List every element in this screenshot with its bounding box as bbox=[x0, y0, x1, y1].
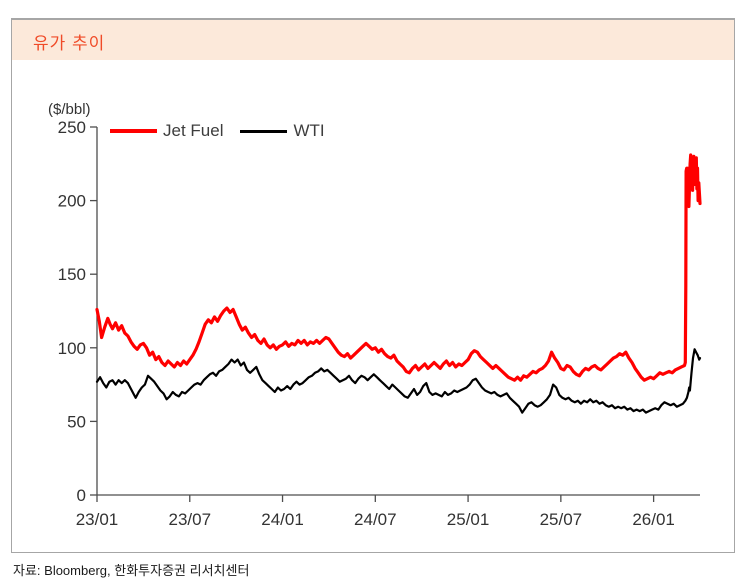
y-tick-label: 150 bbox=[58, 265, 86, 284]
legend-label-jet-fuel: Jet Fuel bbox=[163, 121, 224, 140]
y-tick-label: 100 bbox=[58, 339, 86, 358]
legend-item-wti: WTI bbox=[240, 121, 325, 141]
y-tick-label: 250 bbox=[58, 118, 86, 137]
legend-label-wti: WTI bbox=[293, 121, 325, 140]
wti-line-swatch-icon bbox=[240, 129, 288, 133]
jet-fuel-line-swatch-icon bbox=[110, 129, 157, 133]
x-tick-label: 24/07 bbox=[354, 510, 397, 529]
wti-line bbox=[95, 348, 702, 414]
chart-title-bar: 유가 추이 bbox=[12, 20, 734, 60]
y-tick-label: 50 bbox=[67, 412, 86, 431]
x-tick-label: 23/07 bbox=[168, 510, 211, 529]
x-tick-label: 26/01 bbox=[632, 510, 675, 529]
jet-fuel-line bbox=[95, 153, 702, 382]
x-tick-label: 25/07 bbox=[540, 510, 583, 529]
x-tick-label: 24/01 bbox=[261, 510, 304, 529]
x-tick-label: 25/01 bbox=[447, 510, 490, 529]
figure-box: 유가 추이 bbox=[11, 18, 735, 553]
y-tick-label: 0 bbox=[77, 486, 86, 505]
chart-legend: Jet Fuel WTI bbox=[110, 121, 342, 141]
x-tick-label: 23/01 bbox=[76, 510, 119, 529]
legend-item-jet-fuel: Jet Fuel bbox=[110, 121, 223, 141]
y-tick-label: 200 bbox=[58, 192, 86, 211]
source-note: 자료: Bloomberg, 한화투자증권 리서치센터 bbox=[13, 563, 250, 578]
y-axis-unit-label: ($/bbl) bbox=[48, 101, 91, 118]
chart-title: 유가 추이 bbox=[33, 34, 106, 53]
